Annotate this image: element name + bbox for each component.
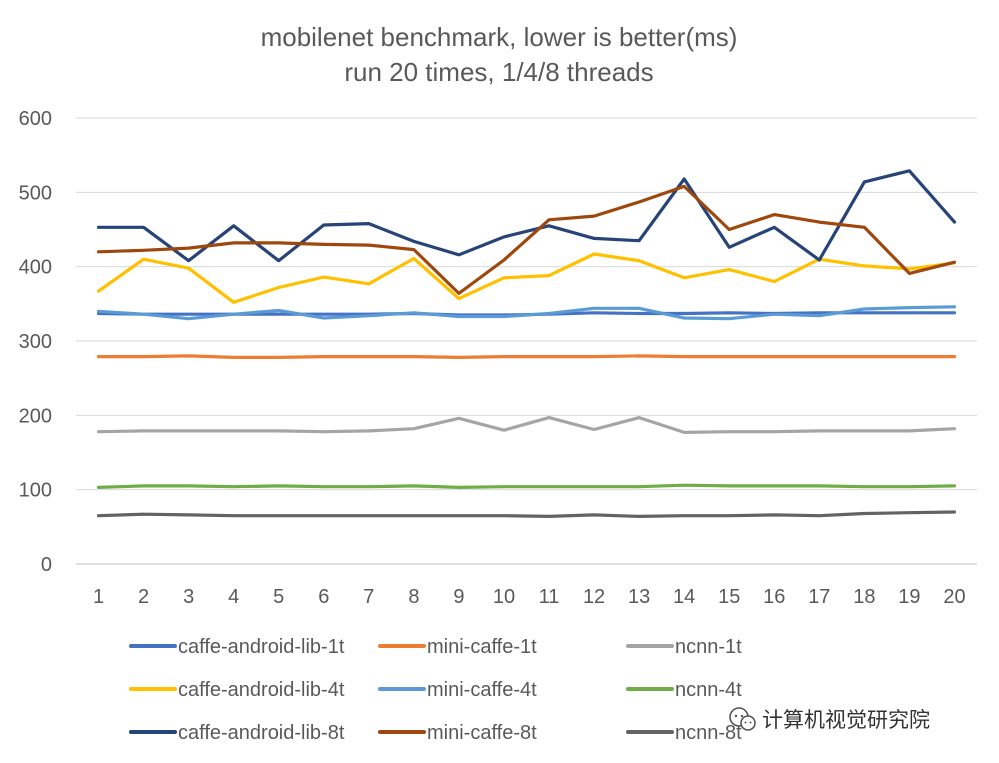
x-tick-label: 13 [628, 586, 650, 608]
y-tick-label: 100 [19, 480, 52, 502]
x-tick-label: 12 [583, 586, 605, 608]
series-line-caffe-android-lib-8t [96, 169, 957, 263]
legend-label: ncnn-4t [675, 679, 742, 701]
x-tick-label: 4 [228, 586, 239, 608]
x-tick-label: 3 [183, 586, 194, 608]
series-line-mini-caffe-4t [96, 305, 957, 321]
y-axis-ticks: 0 100 200 300 400 500 600 [19, 108, 52, 576]
chart-subtitle: run 20 times, 1/4/8 threads [344, 57, 653, 87]
legend-item: mini-caffe-4t [378, 679, 537, 701]
legend: caffe-android-lib-1t mini-caffe-1t ncnn-1t… [129, 636, 742, 744]
wechat-logo-icon [729, 707, 756, 731]
watermark-text: 计算机视觉研究院 [762, 709, 930, 732]
legend-label: caffe-android-lib-4t [178, 679, 345, 701]
series-line-ncnn-4t [96, 483, 957, 489]
y-tick-label: 500 [19, 182, 52, 204]
legend-label: mini-caffe-1t [427, 636, 537, 658]
legend-item: ncnn-1t [626, 636, 742, 658]
y-tick-label: 600 [19, 108, 52, 130]
chart-title: mobilenet benchmark, lower is better(ms) [261, 22, 738, 52]
x-tick-label: 17 [808, 586, 830, 608]
x-tick-label: 9 [453, 586, 464, 608]
x-tick-label: 18 [853, 586, 875, 608]
y-tick-label: 200 [19, 405, 52, 427]
x-tick-label: 8 [408, 586, 419, 608]
legend-item: ncnn-8t [626, 722, 742, 744]
watermark: 计算机视觉研究院 [729, 707, 930, 732]
series-line-ncnn-1t [96, 416, 957, 434]
x-tick-label: 14 [673, 586, 695, 608]
x-tick-label: 20 [943, 586, 965, 608]
legend-item: caffe-android-lib-8t [129, 722, 345, 744]
legend-label: caffe-android-lib-1t [178, 636, 345, 658]
x-tick-label: 7 [363, 586, 374, 608]
y-tick-label: 0 [41, 554, 52, 576]
gridlines [76, 117, 977, 565]
series-line-ncnn-8t [96, 510, 957, 519]
legend-item: caffe-android-lib-1t [129, 636, 345, 658]
legend-label: mini-caffe-4t [427, 679, 537, 701]
series-line-mini-caffe-1t [96, 354, 957, 359]
legend-item: ncnn-4t [626, 679, 742, 701]
x-tick-label: 19 [898, 586, 920, 608]
series-lines [96, 169, 957, 519]
legend-item: caffe-android-lib-4t [129, 679, 345, 701]
x-axis-ticks: 1 2 3 4 5 6 7 8 9 10 11 12 13 14 15 16 17 18 19 20 [93, 586, 966, 608]
legend-label: ncnn-8t [675, 722, 742, 744]
x-tick-label: 6 [318, 586, 329, 608]
x-tick-label: 5 [273, 586, 284, 608]
x-tick-label: 1 [93, 586, 104, 608]
x-tick-label: 2 [138, 586, 149, 608]
x-tick-label: 11 [539, 586, 560, 608]
legend-item: mini-caffe-8t [378, 722, 537, 744]
series-line-mini-caffe-8t [96, 184, 957, 295]
x-tick-label: 10 [493, 586, 515, 608]
y-tick-label: 300 [19, 331, 52, 353]
legend-label: caffe-android-lib-8t [178, 722, 345, 744]
legend-item: mini-caffe-1t [378, 636, 537, 658]
series-line-caffe-android-lib-4t [96, 252, 957, 304]
y-tick-label: 400 [19, 257, 52, 279]
legend-label: ncnn-1t [675, 636, 742, 658]
legend-label: mini-caffe-8t [427, 722, 537, 744]
x-tick-label: 16 [763, 586, 785, 608]
x-tick-label: 15 [718, 586, 740, 608]
